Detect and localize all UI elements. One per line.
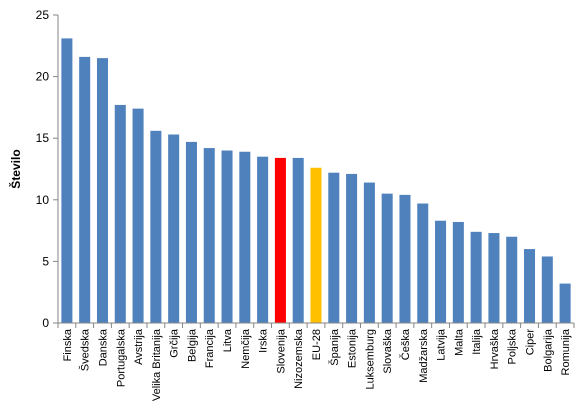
x-category-label: Poljska: [507, 328, 519, 364]
x-category-label: Finska: [62, 328, 74, 361]
y-axis-label: Število: [8, 149, 23, 188]
y-tick-label: 15: [36, 131, 50, 145]
x-axis-labels: Finska Švedska Danska Portugalska Avstrija Ve…: [57, 323, 575, 401]
x-category-label: Danska: [97, 328, 109, 366]
x-category-label: Malta: [453, 328, 465, 356]
bar-španija: [328, 172, 340, 323]
bar-švedska: [79, 56, 91, 323]
bar-slovenija: [274, 157, 286, 323]
bar-francija: [203, 148, 215, 323]
x-category-label: Nemčija: [240, 328, 252, 369]
y-tick-label: 25: [36, 8, 50, 22]
x-category-label: Italija: [471, 328, 483, 355]
bar-nemčija: [239, 151, 251, 323]
x-category-label: Ciper: [525, 329, 537, 356]
bar-malta: [452, 221, 464, 323]
bar-slovaška: [381, 193, 393, 323]
x-category-label: Francija: [204, 328, 216, 368]
bar-ciper: [524, 249, 536, 323]
bar-danska: [96, 58, 108, 324]
bar-madžarska: [417, 203, 429, 323]
bar-hrvaška: [488, 233, 500, 323]
x-category-label: Estonija: [347, 328, 359, 368]
bar-eu-28: [310, 167, 322, 323]
bar-latvija: [435, 220, 447, 323]
bar-finska: [61, 38, 73, 323]
x-category-label: Grčija: [169, 328, 181, 358]
x-category-label: Slovenija: [275, 328, 287, 374]
bar-italija: [470, 231, 482, 323]
bars: [61, 38, 571, 324]
x-category-label: Hrvaška: [489, 328, 501, 369]
y-tick-label: 20: [36, 70, 50, 84]
bar-irska: [257, 156, 269, 323]
bar-velika-britanija: [150, 130, 162, 323]
x-category-label: Romunija: [560, 328, 572, 375]
x-category-label: Švedska: [79, 328, 92, 371]
y-tick-label: 10: [36, 193, 50, 207]
x-category-label: Luksemburg: [364, 329, 376, 390]
bar-nizozemska: [292, 157, 304, 323]
bar-avstrija: [132, 108, 144, 323]
x-category-label: Slovaška: [382, 328, 394, 374]
x-category-label: Velika Britanija: [151, 328, 163, 401]
bar-portugalska: [114, 104, 126, 323]
bar-estonija: [346, 173, 358, 323]
x-category-label: Latvija: [436, 328, 448, 361]
bar-grčija: [168, 134, 180, 323]
x-category-label: Avstrija: [133, 328, 145, 365]
x-category-label: Portugalska: [115, 328, 127, 387]
x-category-label: Madžarska: [418, 328, 430, 383]
bar-češka: [399, 194, 411, 323]
y-tick-label: 5: [42, 254, 49, 268]
bar-bolgarija: [541, 256, 553, 323]
x-category-label: Irska: [258, 328, 270, 353]
bar-luksemburg: [363, 182, 375, 323]
x-category-label: Bolgarija: [542, 328, 554, 372]
bar-belgija: [185, 141, 197, 323]
x-category-label: Nizozemska: [293, 328, 305, 389]
x-category-label: Belgija: [186, 328, 198, 362]
x-category-label: Litva: [222, 328, 234, 352]
x-category-label: Španija: [328, 328, 341, 366]
bar-romunija: [559, 283, 571, 323]
bar-poljska: [506, 236, 518, 323]
y-tick-label: 0: [42, 316, 49, 330]
bar-litva: [221, 150, 233, 323]
y-axis-ticks: 0 5 10 15 20 25: [36, 8, 58, 330]
x-category-label: EU-28: [311, 329, 323, 360]
x-category-label: Češka: [399, 328, 412, 360]
